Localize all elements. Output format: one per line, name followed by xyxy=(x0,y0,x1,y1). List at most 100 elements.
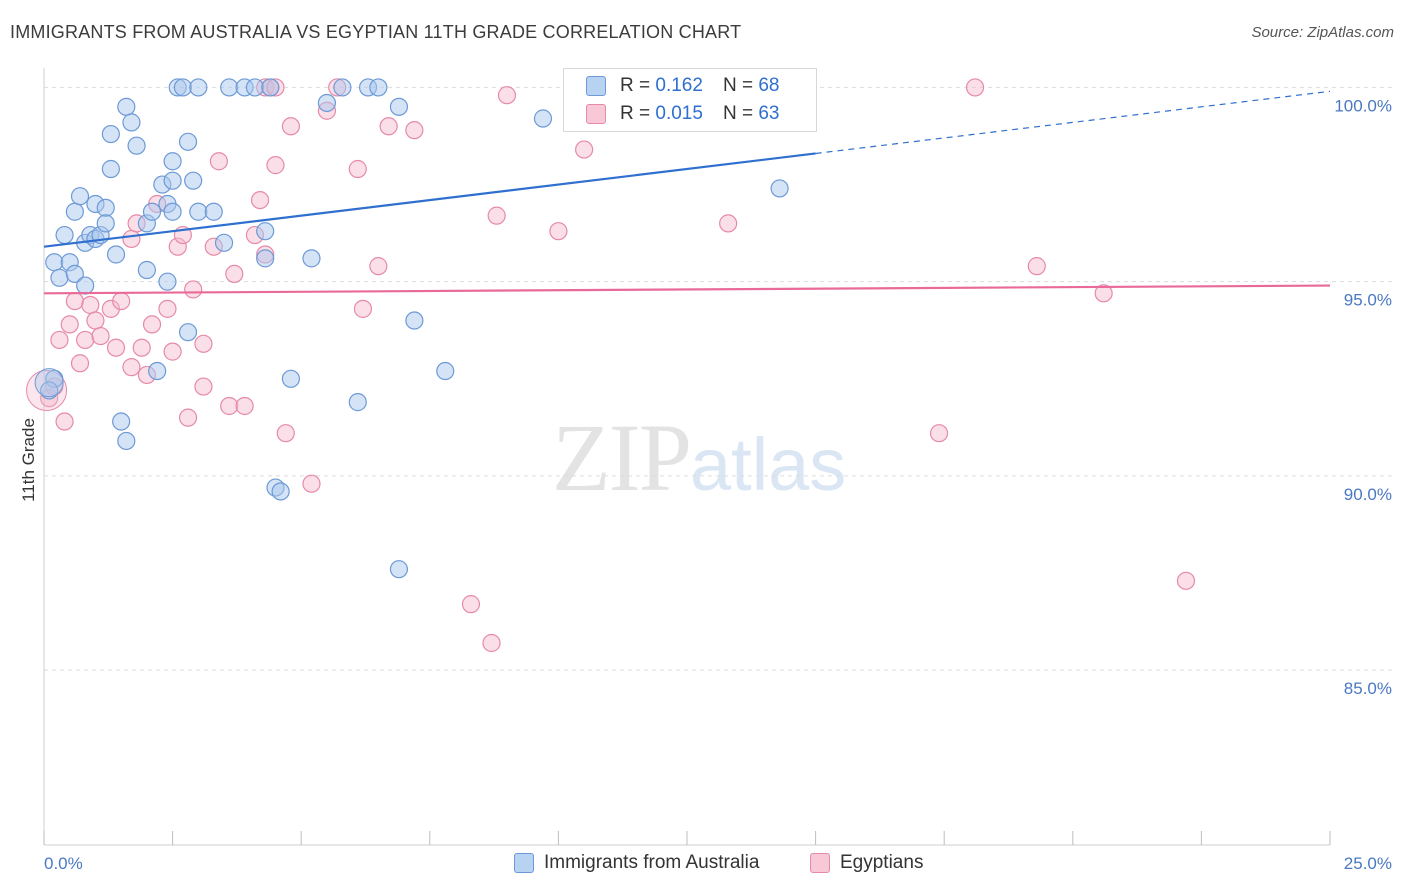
data-point-egyptians xyxy=(497,86,517,105)
legend-n-label: N = xyxy=(722,75,754,96)
data-point-immigrants xyxy=(333,78,352,97)
data-point-egyptians xyxy=(132,338,151,357)
data-point-immigrants xyxy=(112,412,131,431)
data-point-immigrants xyxy=(163,202,182,221)
data-point-immigrants xyxy=(96,198,115,217)
data-point-immigrants xyxy=(271,482,290,501)
legend-r-label: R = xyxy=(620,75,651,96)
data-point-immigrants xyxy=(40,381,59,400)
y-tick-label: 100.0% xyxy=(1334,96,1392,115)
data-point-egyptians xyxy=(225,264,244,284)
data-point-egyptians xyxy=(1027,257,1046,276)
data-point-immigrants xyxy=(302,249,321,268)
data-point-egyptians xyxy=(369,257,388,276)
data-point-egyptians xyxy=(158,299,177,318)
data-point-immigrants xyxy=(117,431,136,451)
data-point-egyptians xyxy=(266,156,285,175)
trend-line-egyptians xyxy=(43,284,1331,295)
legend-r-label: R = xyxy=(620,103,651,124)
data-point-egyptians xyxy=(220,396,239,416)
data-point-immigrants xyxy=(405,311,424,330)
data-point-egyptians xyxy=(194,377,213,396)
legend-n-value: 68 xyxy=(758,75,780,96)
bottom-legend-label: Immigrants from Australia xyxy=(544,852,760,873)
data-point-immigrants xyxy=(189,202,208,221)
bottom-legend-egyptians: Egyptians xyxy=(810,852,923,874)
x-tick-label: 0.0% xyxy=(44,854,83,873)
legend-r-value: 0.162 xyxy=(655,75,703,96)
data-point-egyptians xyxy=(70,354,90,373)
data-point-egyptians xyxy=(353,299,373,318)
data-point-immigrants xyxy=(101,159,120,179)
data-point-egyptians xyxy=(184,280,203,299)
data-point-immigrants xyxy=(122,113,141,132)
data-point-egyptians xyxy=(250,190,270,210)
data-point-immigrants xyxy=(173,78,192,97)
data-point-egyptians xyxy=(575,140,594,159)
data-point-egyptians xyxy=(142,315,162,334)
series-egyptians xyxy=(26,78,1196,653)
data-point-immigrants xyxy=(369,78,388,97)
chart-title: IMMIGRANTS FROM AUSTRALIA VS EGYPTIAN 11… xyxy=(10,22,742,42)
data-point-egyptians xyxy=(194,334,213,353)
data-point-egyptians xyxy=(965,78,985,97)
watermark-atlas: atlas xyxy=(690,423,847,506)
data-point-immigrants xyxy=(533,109,553,128)
data-point-egyptians xyxy=(1176,571,1196,590)
bottom-legend-immigrants: Immigrants from Australia xyxy=(514,852,759,874)
data-point-immigrants xyxy=(96,214,115,233)
data-point-egyptians xyxy=(55,412,74,431)
data-point-immigrants xyxy=(178,323,198,342)
data-point-egyptians xyxy=(209,152,228,171)
data-point-immigrants xyxy=(158,272,177,291)
legend-r-value: 0.015 xyxy=(655,103,703,124)
legend-n-label: N = xyxy=(722,103,754,124)
bottom-legend-swatch-pink xyxy=(810,853,830,873)
data-point-egyptians xyxy=(178,408,198,427)
data-point-egyptians xyxy=(1094,284,1113,303)
data-point-immigrants xyxy=(770,179,789,198)
data-point-immigrants xyxy=(317,93,337,113)
data-point-immigrants xyxy=(178,132,198,151)
data-point-immigrants xyxy=(261,78,280,97)
data-point-immigrants xyxy=(220,78,239,97)
legend-n-value: 63 xyxy=(758,103,780,124)
data-point-immigrants xyxy=(189,78,208,97)
legend-row-immigrants: R = 0.162 N = 68 xyxy=(586,73,779,99)
trend-line-immigrants-projection xyxy=(815,90,1331,155)
data-point-egyptians xyxy=(482,633,501,653)
data-point-immigrants xyxy=(256,222,275,241)
data-point-immigrants xyxy=(163,152,182,171)
data-point-immigrants xyxy=(127,136,146,155)
data-point-immigrants xyxy=(137,260,156,280)
source-label: Source: ZipAtlas.com xyxy=(1251,24,1394,41)
data-point-immigrants xyxy=(436,361,455,381)
data-point-egyptians xyxy=(86,311,105,330)
data-point-immigrants xyxy=(389,560,409,579)
data-point-immigrants xyxy=(65,264,84,284)
data-point-egyptians xyxy=(549,222,568,241)
data-point-egyptians xyxy=(50,330,69,350)
data-point-immigrants xyxy=(348,393,367,412)
bottom-legend-label: Egyptians xyxy=(840,852,924,873)
data-point-immigrants xyxy=(106,245,126,264)
data-point-egyptians xyxy=(81,295,100,315)
data-point-egyptians xyxy=(106,338,126,357)
data-point-egyptians xyxy=(276,424,295,443)
legend-row-egyptians: R = 0.015 N = 63 xyxy=(586,101,779,127)
data-point-egyptians xyxy=(281,117,301,136)
data-point-egyptians xyxy=(65,292,84,311)
data-point-egyptians xyxy=(461,595,481,614)
data-point-egyptians xyxy=(379,117,398,136)
data-point-egyptians xyxy=(235,396,254,416)
y-tick-label: 90.0% xyxy=(1344,485,1392,504)
data-point-egyptians xyxy=(163,342,182,361)
data-point-immigrants xyxy=(148,361,167,381)
data-point-immigrants xyxy=(204,202,223,221)
data-point-egyptians xyxy=(122,358,141,377)
data-point-immigrants xyxy=(65,202,84,221)
data-point-egyptians xyxy=(719,214,738,233)
data-point-immigrants xyxy=(76,276,95,295)
legend-swatch-pink xyxy=(586,104,606,124)
trend-line-immigrants xyxy=(43,152,816,248)
